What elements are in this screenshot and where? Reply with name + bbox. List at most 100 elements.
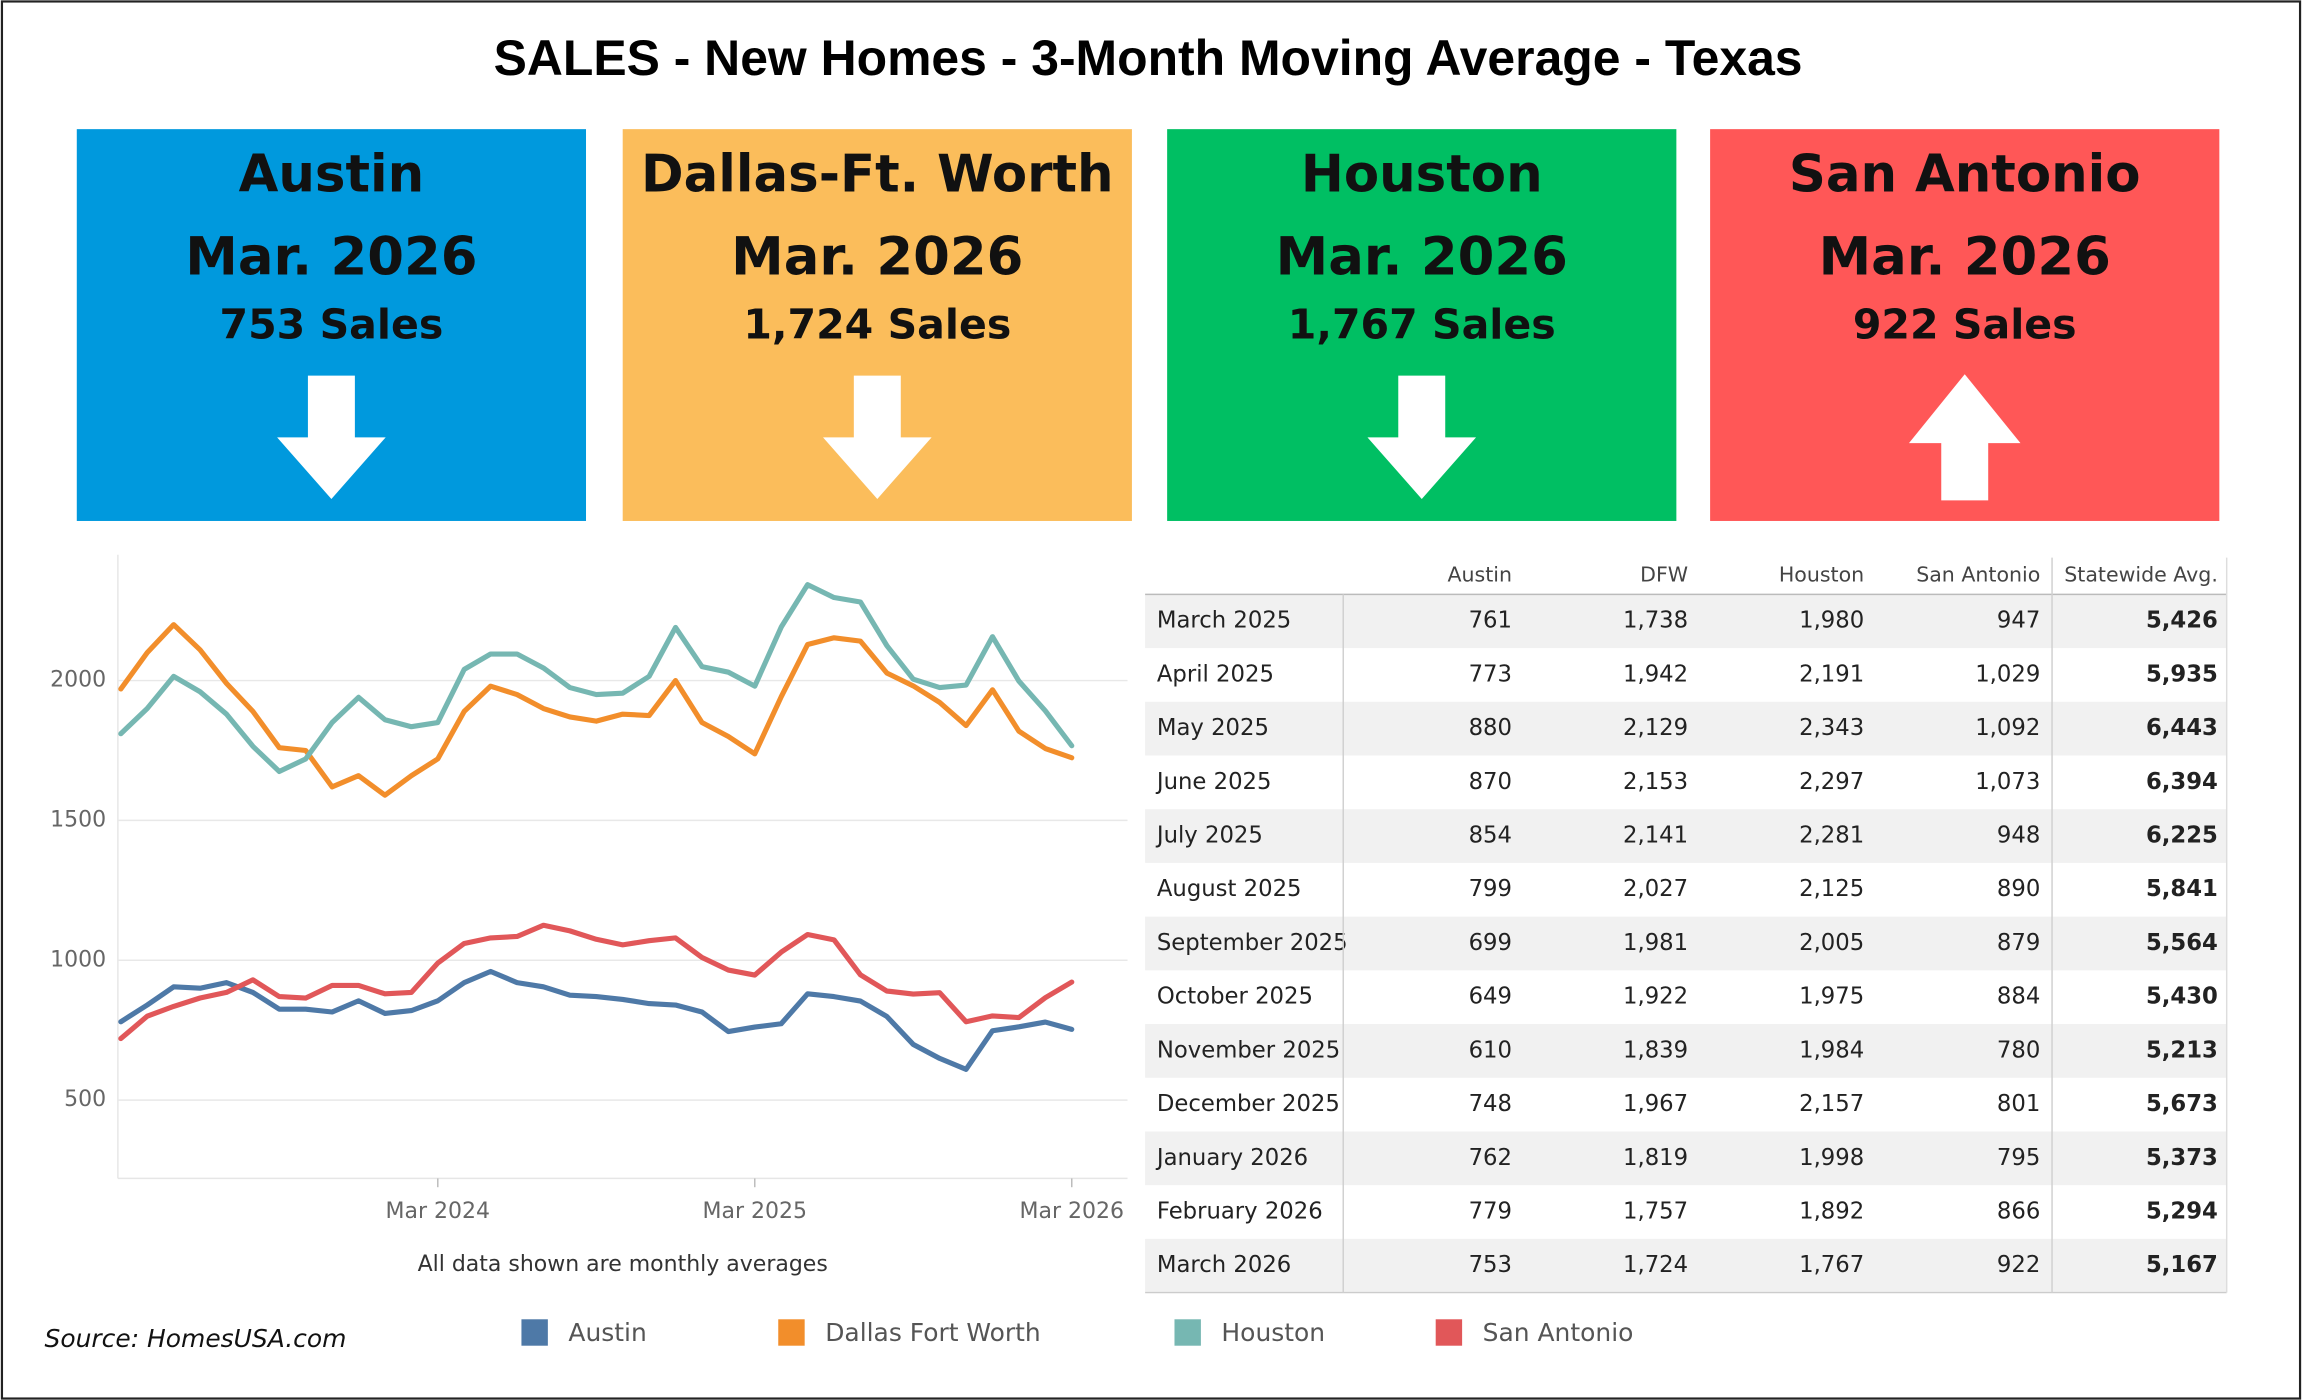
table-cell: 1,724 [1623, 1252, 1688, 1278]
card-date: Mar. 2026 [1819, 226, 2111, 287]
row-label: May 2025 [1157, 715, 1269, 741]
table-cell: 2,157 [1799, 1091, 1864, 1117]
table-header: San Antonio [1916, 562, 2040, 586]
table-cell: 947 [1997, 608, 2040, 634]
table-cell: 5,935 [2146, 661, 2218, 687]
legend-swatch [778, 1319, 805, 1346]
table-cell: 5,294 [2146, 1199, 2218, 1225]
row-label: April 2025 [1157, 661, 1274, 687]
row-label: March 2026 [1157, 1252, 1291, 1278]
table-cell: 779 [1469, 1199, 1512, 1225]
row-stripe [1145, 1131, 2227, 1186]
table-cell: 1,922 [1623, 984, 1688, 1010]
table-cell: 799 [1469, 876, 1512, 902]
series-line [118, 968, 1075, 1072]
row-label: December 2025 [1157, 1091, 1340, 1117]
table-cell: 1,984 [1799, 1037, 1864, 1063]
table-cell: 1,092 [1975, 715, 2040, 741]
table-cell: 2,129 [1623, 715, 1688, 741]
legend-label: Houston [1221, 1318, 1325, 1347]
table-cell: 1,892 [1799, 1199, 1864, 1225]
table-cell: 2,281 [1799, 823, 1864, 849]
legend-label: San Antonio [1483, 1318, 1634, 1347]
chart-note: All data shown are monthly averages [418, 1252, 828, 1277]
row-label: June 2025 [1155, 769, 1272, 795]
table-cell: 801 [1997, 1091, 2040, 1117]
table-cell: 1,757 [1623, 1199, 1688, 1225]
row-stripe [1145, 1024, 2227, 1078]
table-cell: 2,125 [1799, 876, 1864, 902]
table-cell: 870 [1469, 769, 1512, 795]
row-label: October 2025 [1157, 984, 1313, 1010]
table-cell: 5,373 [2146, 1145, 2218, 1171]
table-cell: 6,225 [2146, 823, 2218, 849]
row-label: November 2025 [1157, 1037, 1340, 1063]
card-city: Dallas-Ft. Worth [641, 145, 1114, 205]
table-cell: 890 [1997, 876, 2040, 902]
row-label: September 2025 [1157, 930, 1348, 956]
table-cell: 880 [1469, 715, 1512, 741]
table-cell: 2,153 [1623, 769, 1688, 795]
series-line [118, 922, 1075, 1042]
table-cell: 1,767 [1799, 1252, 1864, 1278]
trend-arrow [823, 375, 932, 499]
table-cell: 6,394 [2146, 769, 2218, 795]
table-cell: 884 [1997, 984, 2040, 1010]
card-date: Mar. 2026 [185, 226, 477, 287]
card-sales: 753 Sales [220, 300, 444, 348]
card-city: Houston [1301, 145, 1543, 205]
table-cell: 866 [1997, 1199, 2040, 1225]
table-cell: 5,564 [2146, 930, 2218, 956]
source: Source: HomesUSA.com [45, 1324, 347, 1353]
table-header: DFW [1640, 562, 1688, 586]
table-cell: 2,297 [1799, 769, 1864, 795]
table-cell: 1,819 [1623, 1145, 1688, 1171]
y-tick-label: 1000 [50, 947, 106, 972]
legend-label: Austin [568, 1318, 646, 1347]
card-date: Mar. 2026 [731, 226, 1023, 287]
table-cell: 5,167 [2146, 1252, 2218, 1278]
legend-swatch [1174, 1319, 1201, 1346]
table-cell: 2,191 [1799, 661, 1864, 687]
table-cell: 1,073 [1975, 769, 2040, 795]
table-header: Austin [1447, 562, 1512, 586]
x-tick-label: Mar 2026 [1020, 1199, 1125, 1224]
series-line [118, 622, 1075, 798]
trend-arrow [1367, 375, 1477, 499]
page-title: SALES - New Homes - 3-Month Moving Avera… [494, 30, 1803, 86]
legend-swatch [521, 1319, 548, 1346]
table-cell: 649 [1469, 984, 1512, 1010]
table-cell: 2,027 [1623, 876, 1688, 902]
card-city: Austin [239, 145, 425, 205]
row-label: July 2025 [1155, 823, 1263, 849]
table-cell: 2,005 [1799, 930, 1864, 956]
row-label: January 2026 [1155, 1145, 1308, 1171]
table-header: Statewide Avg. [2064, 562, 2218, 586]
card-date: Mar. 2026 [1276, 226, 1568, 287]
table-cell: 2,141 [1623, 823, 1688, 849]
table-cell: 5,426 [2146, 608, 2218, 634]
table-header: Houston [1779, 562, 1864, 586]
card-sales: 1,767 Sales [1288, 300, 1556, 348]
table-cell: 948 [1997, 823, 2040, 849]
table-cell: 773 [1469, 661, 1512, 687]
table-cell: 753 [1469, 1252, 1512, 1278]
row-stripe [1145, 916, 2227, 971]
legend-label: Dallas Fort Worth [825, 1318, 1041, 1347]
row-stripe [1145, 1238, 2227, 1293]
table-cell: 1,981 [1623, 930, 1688, 956]
row-stripe [1145, 809, 2227, 863]
y-tick-label: 2000 [50, 668, 106, 693]
card-sales: 1,724 Sales [743, 300, 1011, 348]
series-line [118, 582, 1075, 775]
table-cell: 699 [1469, 930, 1512, 956]
trend-arrow [1908, 374, 2021, 501]
table-cell: 795 [1997, 1145, 2040, 1171]
row-stripe [1145, 594, 2227, 649]
x-tick-label: Mar 2025 [703, 1199, 808, 1224]
table-cell: 1,839 [1623, 1037, 1688, 1063]
card-sales: 922 Sales [1853, 300, 2077, 348]
y-tick-label: 500 [64, 1087, 106, 1112]
table-cell: 2,343 [1799, 715, 1864, 741]
